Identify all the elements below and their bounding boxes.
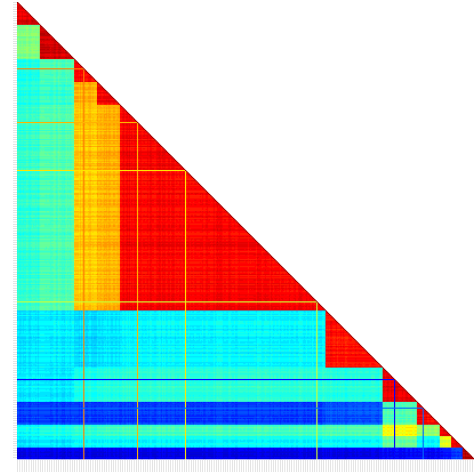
- heatmap-chart: [0, 0, 474, 474]
